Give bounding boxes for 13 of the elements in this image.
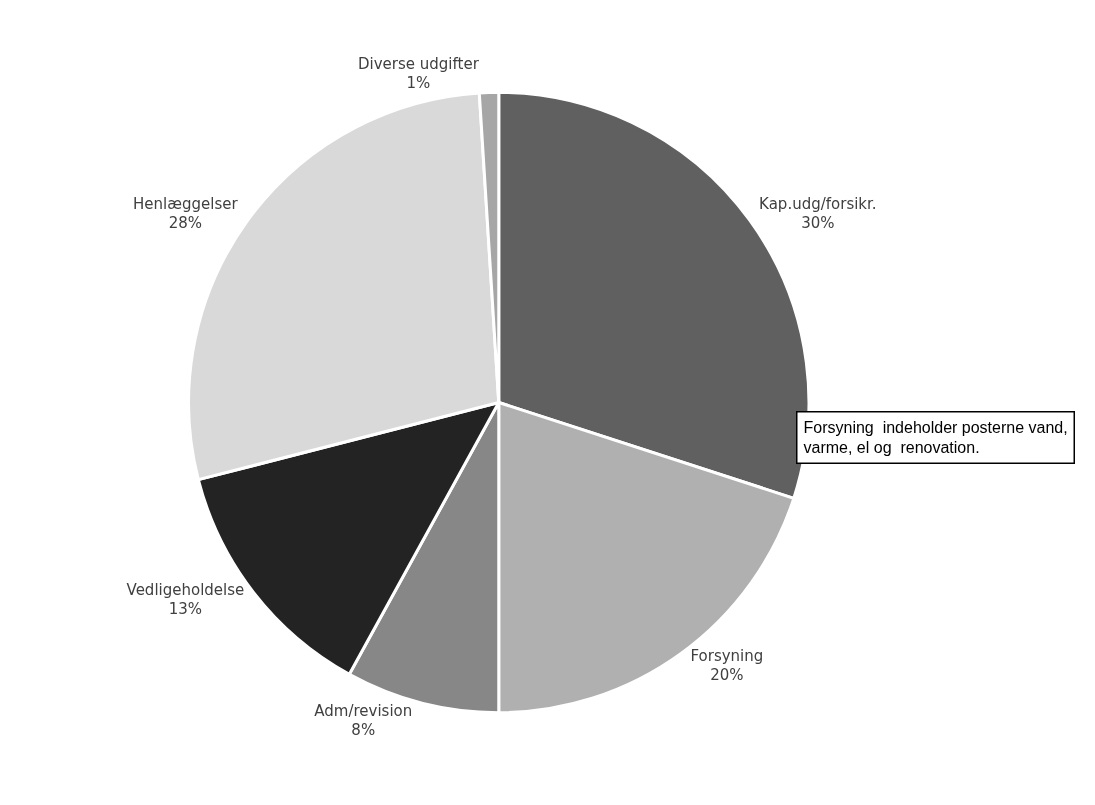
data-label: 28% [168, 214, 202, 233]
data-label: 1% [406, 74, 431, 93]
data-label: 13% [168, 600, 203, 619]
data-label: 30% [801, 214, 835, 233]
slice-label: Forsyning [690, 646, 764, 665]
slice-label: Diverse udgifter [357, 54, 480, 73]
text: Forsyning indeholder posterne vand, varme, el og renovation. [803, 418, 1068, 457]
slice-label: Adm/revision [314, 701, 413, 720]
slice-label: Vedligeholdelse [126, 580, 245, 599]
data-label: 20% [710, 666, 744, 685]
data-label: 8% [351, 721, 376, 740]
slice-label: Henlæggelser [133, 194, 239, 213]
slice-label: Kap.udg/forsikr. [759, 194, 877, 213]
